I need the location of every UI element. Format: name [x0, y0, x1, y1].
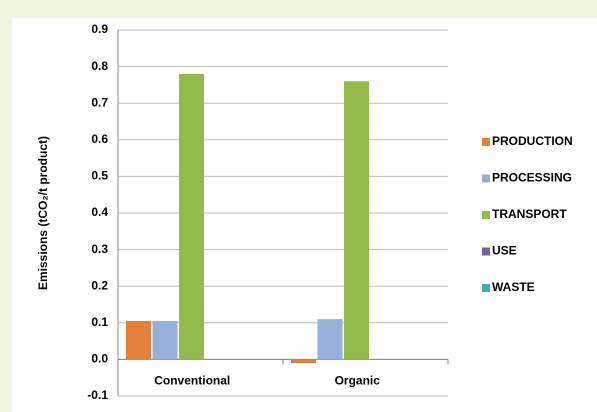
legend-label: TRANSPORT: [492, 207, 567, 221]
y-tick-label: 0.9: [91, 22, 108, 36]
bar: [291, 359, 316, 364]
y-tick-label: 0.7: [91, 95, 108, 109]
y-tick-label: 0.5: [91, 169, 108, 183]
y-tick-label: 0.3: [91, 242, 108, 256]
bar: [344, 81, 369, 360]
legend-label: PRODUCTION: [492, 134, 573, 148]
y-tick-label: 0.8: [91, 59, 108, 73]
y-tick-label: 0.1: [91, 315, 108, 329]
legend-swatch: [482, 284, 490, 292]
bar: [126, 320, 151, 360]
y-tick-label: 0.0: [91, 352, 108, 366]
y-axis-label: Emissions (tCO₂/t product): [36, 136, 50, 290]
bar: [152, 320, 178, 360]
y-tick-label: -0.1: [87, 388, 108, 402]
chart-area: [12, 18, 597, 412]
x-tick-label: Organic: [335, 374, 381, 388]
bar: [179, 73, 204, 360]
y-tick-label: 0.6: [91, 132, 108, 146]
legend-label: WASTE: [492, 280, 535, 294]
legend-label: USE: [492, 244, 517, 258]
legend-swatch: [482, 247, 490, 256]
legend-swatch: [482, 138, 490, 146]
legend-label: PROCESSING: [492, 171, 572, 185]
x-tick-label: Conventional: [154, 374, 230, 388]
legend-swatch: [482, 174, 490, 183]
y-tick-label: 0.2: [91, 278, 108, 292]
legend-swatch: [482, 211, 490, 219]
bar: [317, 319, 343, 360]
y-tick-label: 0.4: [91, 205, 108, 219]
